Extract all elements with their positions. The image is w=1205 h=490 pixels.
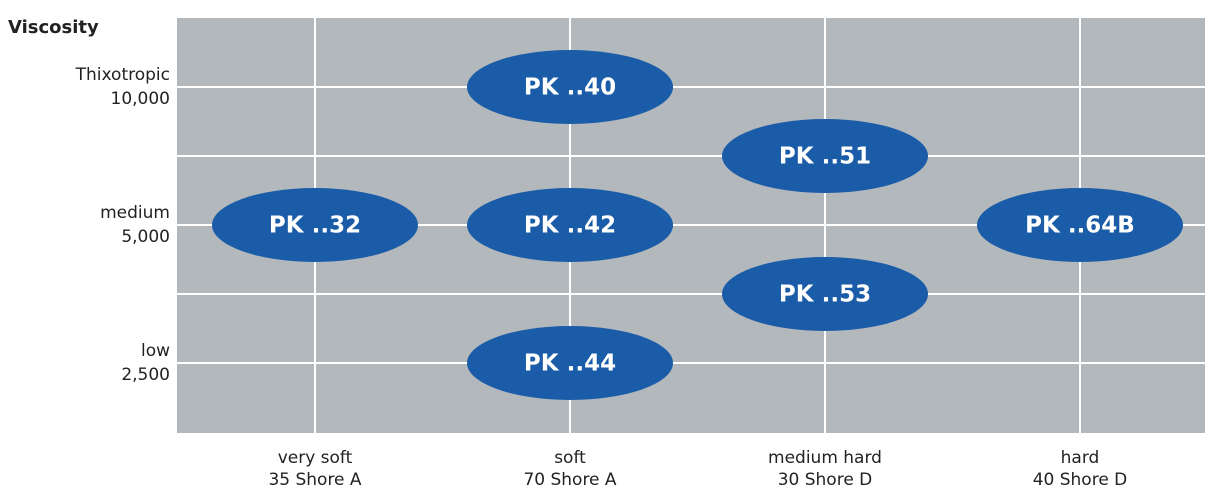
column-value: 35 Shore A [268,470,361,490]
column-label: very soft [278,448,353,468]
product-node [977,188,1183,262]
column-value: 70 Shore A [523,470,616,490]
product-node [467,50,673,124]
column-value: 30 Shore D [778,470,873,490]
product-label: PK ..53 [779,282,871,308]
column-label: medium hard [768,448,882,468]
row-label: medium [100,203,170,223]
axis-title: Viscosity [8,17,99,38]
product-label: PK ..44 [524,351,616,377]
column-label: hard [1061,448,1100,468]
product-node [722,257,928,331]
product-label: PK ..51 [779,144,871,170]
product-label: PK ..64B [1025,213,1135,239]
row-label: Thixotropic [75,65,170,85]
product-node [467,188,673,262]
column-value: 40 Shore D [1033,470,1128,490]
column-label: soft [554,448,586,468]
row-value: 5,000 [121,227,170,247]
product-node [722,119,928,193]
product-label: PK ..42 [524,213,616,239]
row-label: low [141,341,170,361]
product-node [467,326,673,400]
row-value: 10,000 [111,89,170,109]
product-node [212,188,418,262]
product-label: PK ..40 [524,75,616,101]
row-value: 2,500 [121,365,170,385]
product-label: PK ..32 [269,213,361,239]
